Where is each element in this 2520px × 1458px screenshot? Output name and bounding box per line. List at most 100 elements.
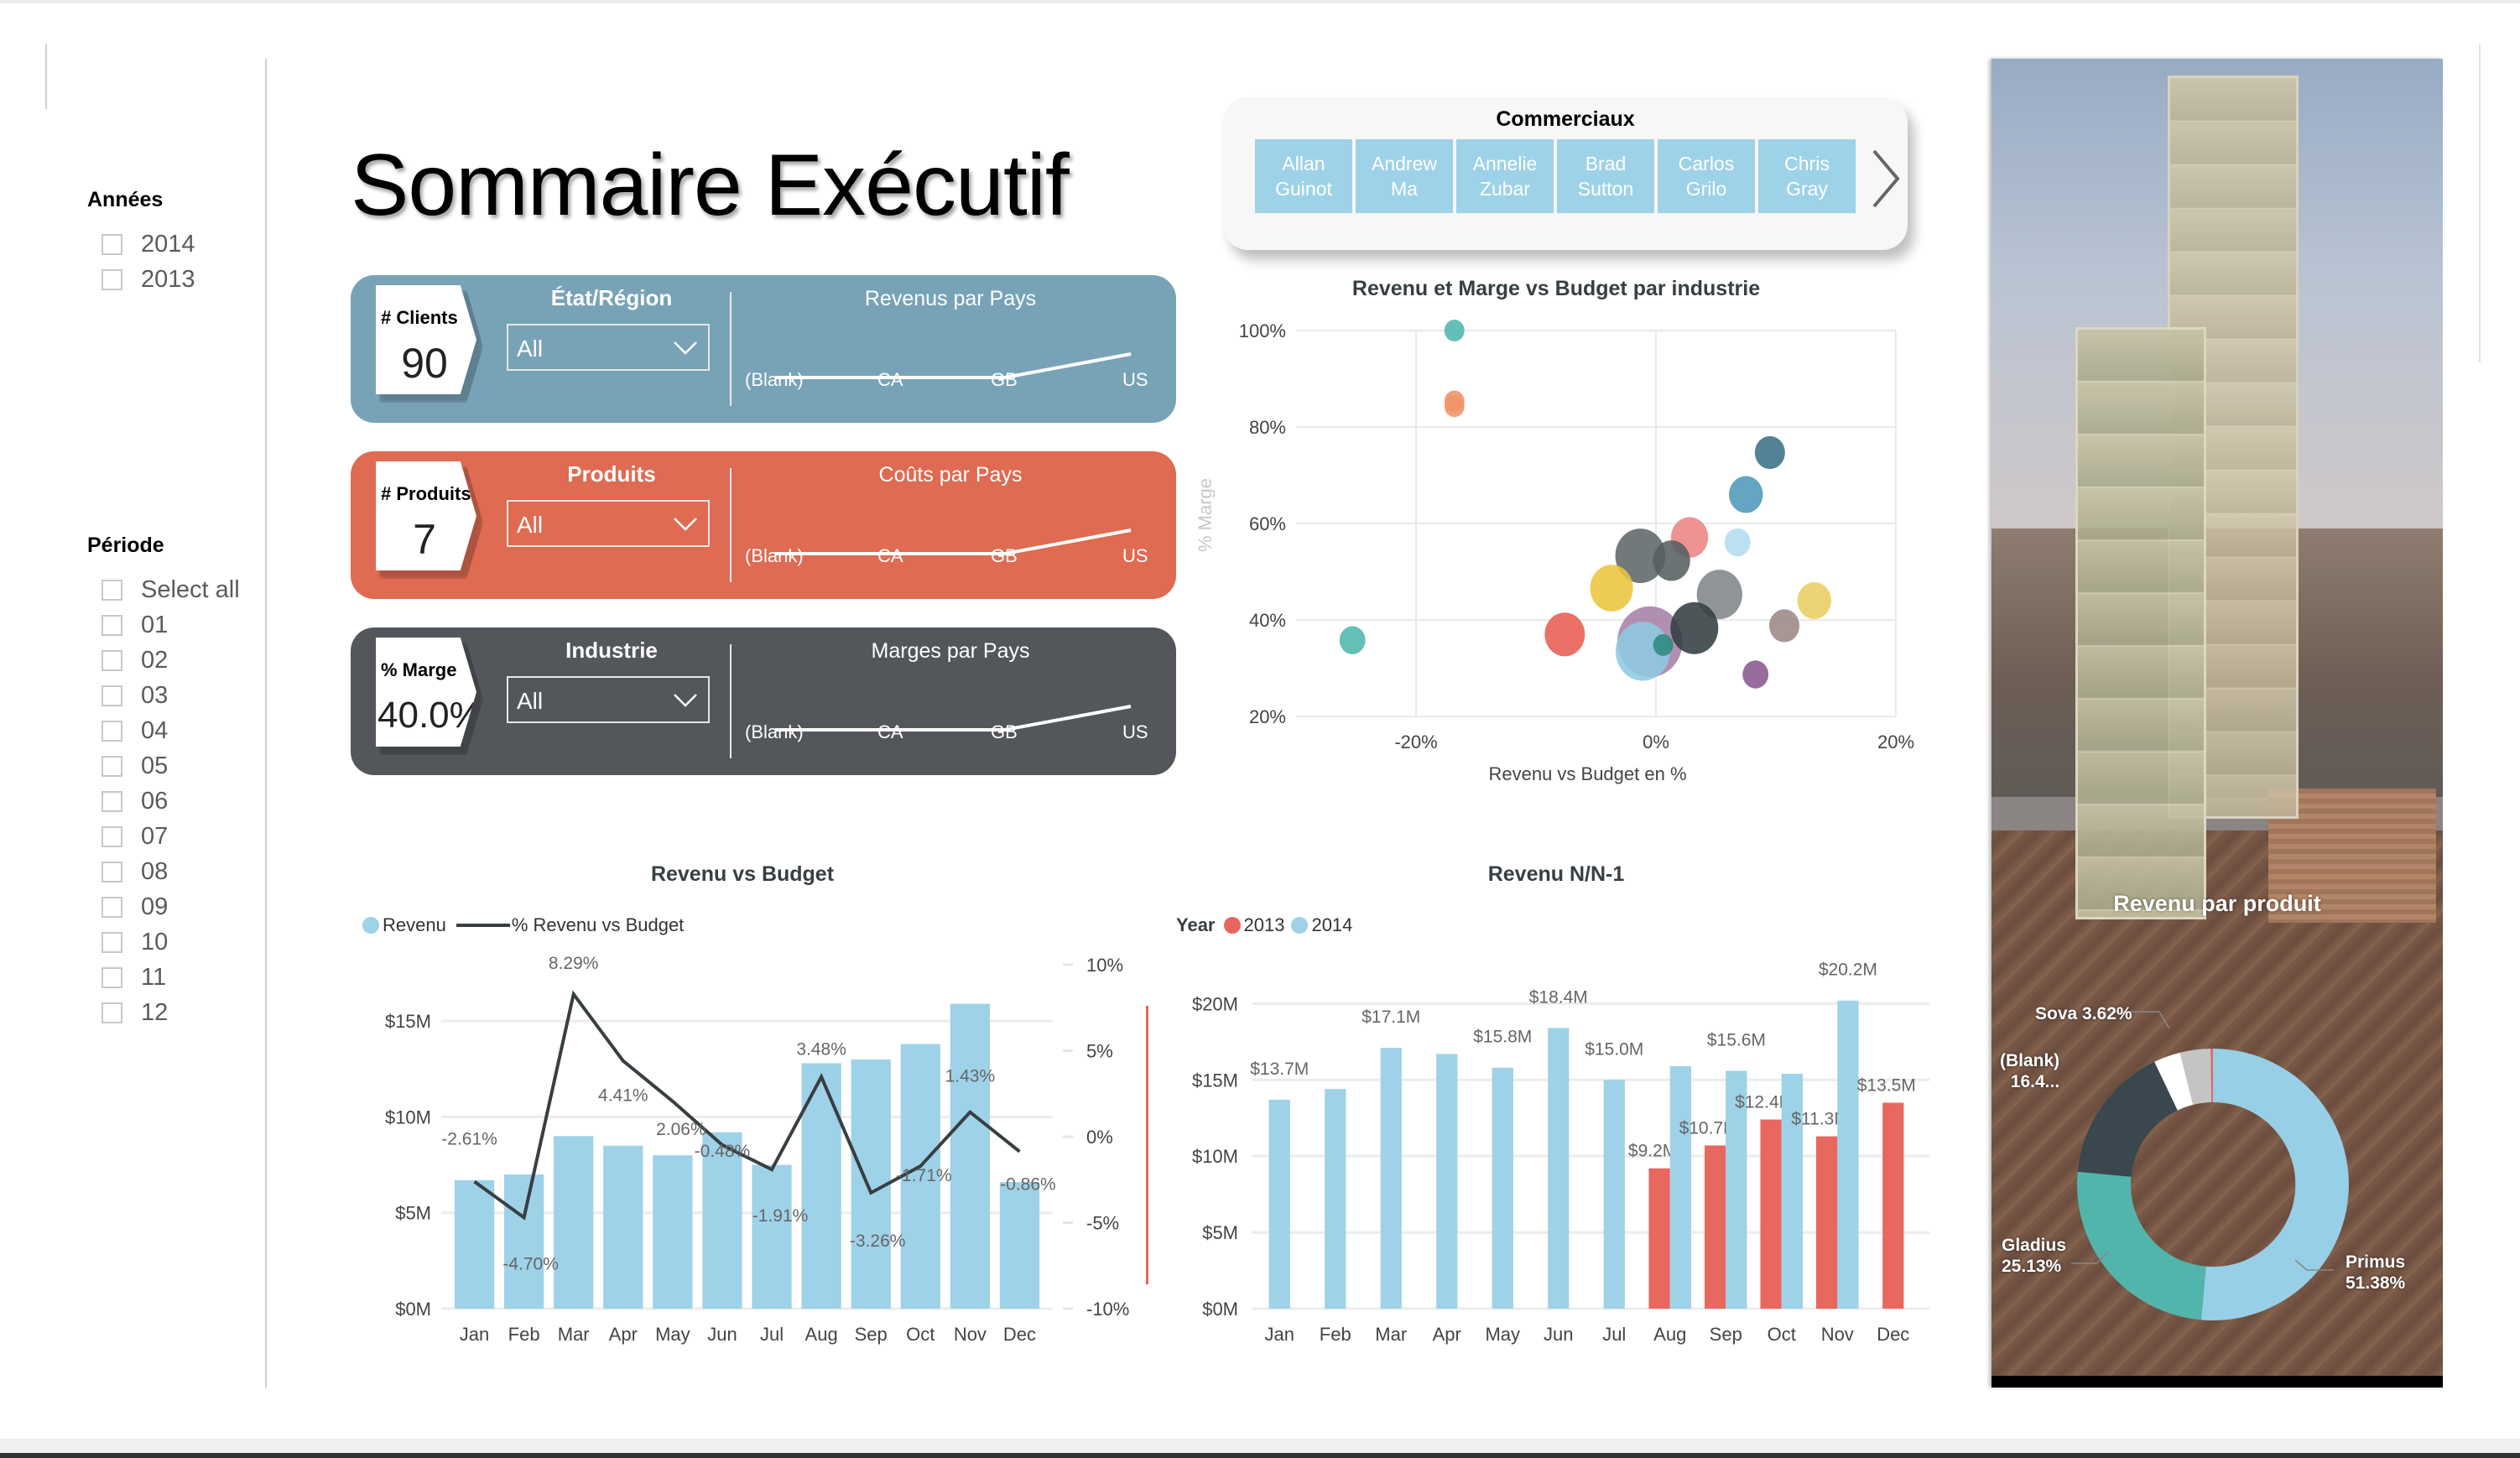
scatter-point[interactable] — [1724, 528, 1751, 557]
checkbox[interactable] — [102, 720, 122, 742]
commercial-button[interactable]: Carlos Grilo — [1658, 139, 1755, 213]
periode-item[interactable]: 12 — [102, 995, 240, 1030]
legend-title-year: Year — [1176, 914, 1216, 935]
bar-2013[interactable] — [1815, 1136, 1838, 1309]
periode-item[interactable]: 09 — [102, 889, 240, 924]
checkbox[interactable] — [102, 649, 122, 671]
scatter-point[interactable] — [1797, 582, 1831, 619]
periode-item[interactable]: 08 — [102, 854, 240, 889]
scatter-point[interactable] — [1444, 320, 1465, 341]
scatter-point[interactable] — [1670, 601, 1719, 654]
donut-chart[interactable] — [1992, 990, 2443, 1342]
periode-item[interactable]: Select all — [102, 572, 240, 607]
commercial-button[interactable]: Andrew Ma — [1356, 139, 1453, 213]
bar-2014[interactable] — [1325, 1089, 1346, 1309]
bar-revenu[interactable] — [603, 1145, 643, 1309]
nn1-chart[interactable]: $0M $5M $10M $15M $20M $13.7M Jan Feb $17.1M Mar A… — [1174, 940, 1946, 1359]
scatter-point[interactable] — [1544, 612, 1585, 657]
scatter-point[interactable] — [1768, 609, 1800, 643]
checkbox[interactable] — [102, 896, 122, 918]
bar-revenu[interactable] — [702, 1132, 742, 1309]
periode-item[interactable]: 10 — [102, 924, 240, 960]
commercial-button[interactable]: Annelie Zubar — [1456, 139, 1554, 213]
periode-item[interactable]: 03 — [102, 678, 240, 713]
bar-revenu[interactable] — [653, 1155, 693, 1309]
commercial-last-name: Grilo — [1685, 178, 1727, 200]
periode-item[interactable]: 04 — [102, 713, 240, 748]
scatter-point[interactable] — [1590, 565, 1633, 612]
data-label-2014: $15.0M — [1585, 1039, 1643, 1059]
checkbox[interactable] — [102, 268, 122, 290]
annees-item-2014[interactable]: 2014 — [102, 227, 195, 262]
commercial-button[interactable]: Brad Sutton — [1557, 139, 1654, 213]
bar-revenu[interactable] — [950, 1003, 991, 1309]
annees-item-2013[interactable]: 2013 — [102, 262, 195, 297]
checkbox[interactable] — [102, 861, 122, 883]
y-tick-label: $5M — [395, 1203, 431, 1224]
bar-2014[interactable] — [1268, 1099, 1290, 1309]
donut-slice[interactable] — [2179, 1049, 2212, 1105]
donut-slice[interactable] — [2154, 1052, 2194, 1111]
scatter-chart[interactable]: 100% 80% 60% 40% 20% -20% 0% 20% Revenu vs Budge… — [1183, 302, 1921, 789]
scatter-point[interactable] — [1615, 622, 1670, 681]
bar-2014[interactable] — [1548, 1028, 1570, 1309]
bar-revenu[interactable] — [554, 1136, 594, 1309]
bar-2013[interactable] — [1648, 1168, 1670, 1309]
bar-2013[interactable] — [1704, 1145, 1726, 1309]
bar-2014[interactable] — [1837, 1000, 1859, 1309]
donut-slice[interactable] — [2210, 1048, 2213, 1102]
periode-item[interactable]: 11 — [102, 960, 240, 995]
checkbox[interactable] — [102, 685, 122, 706]
bar-2014[interactable] — [1603, 1080, 1625, 1309]
scatter-point[interactable] — [1339, 626, 1366, 654]
checkbox[interactable] — [102, 614, 122, 636]
rvb-chart[interactable]: $0M $5M $10M $15M 10% 5% 0% -5% -10% Jan Feb Mar Apr… — [352, 940, 1158, 1359]
bar-2014[interactable] — [1781, 1074, 1804, 1309]
x-tick-label: Aug — [805, 1324, 838, 1345]
checkbox[interactable] — [102, 579, 122, 601]
commercial-button[interactable]: Chris Gray — [1758, 139, 1856, 213]
bar-2014[interactable] — [1380, 1048, 1402, 1309]
donut-slice[interactable] — [2077, 1061, 2178, 1177]
line-pct-revenu-vs-budget[interactable] — [473, 990, 1021, 1221]
scatter-point[interactable] — [1444, 395, 1465, 418]
bar-2014[interactable] — [1492, 1067, 1513, 1309]
periode-item[interactable]: 02 — [102, 643, 240, 678]
scatter-point[interactable] — [1742, 660, 1769, 689]
periode-item[interactable]: 06 — [102, 784, 240, 819]
scatter-point[interactable] — [1653, 633, 1674, 656]
checkbox[interactable] — [102, 790, 122, 812]
scatter-point[interactable] — [1754, 435, 1785, 470]
bar-revenu[interactable] — [752, 1164, 792, 1309]
donut-slice[interactable] — [2076, 1171, 2206, 1320]
checkbox[interactable] — [102, 825, 122, 847]
checkbox[interactable] — [102, 931, 122, 953]
checkbox[interactable] — [102, 1002, 122, 1023]
scatter-point[interactable] — [1696, 570, 1742, 619]
chevron-right-icon[interactable] — [1869, 148, 1903, 214]
checkbox[interactable] — [102, 755, 122, 777]
scatter-point[interactable] — [1729, 476, 1763, 513]
checkbox[interactable] — [102, 233, 122, 255]
bar-2014[interactable] — [1726, 1070, 1747, 1309]
periode-item[interactable]: 05 — [102, 748, 240, 784]
marge-dropdown[interactable]: All — [507, 676, 710, 723]
commercial-button[interactable]: Allan Guinot — [1255, 139, 1352, 213]
bar-revenu[interactable] — [999, 1182, 1040, 1309]
periode-item[interactable]: 01 — [102, 607, 240, 643]
bar-revenu[interactable] — [900, 1044, 940, 1309]
bar-2013[interactable] — [1882, 1102, 1904, 1309]
right-edge-divider — [2479, 44, 2481, 362]
bar-revenu[interactable] — [503, 1174, 544, 1309]
scatter-point[interactable] — [1653, 540, 1690, 581]
bar-2014[interactable] — [1436, 1054, 1458, 1309]
scatter-point[interactable] — [1615, 529, 1666, 583]
bar-revenu[interactable] — [454, 1179, 495, 1309]
clients-dropdown[interactable]: All — [507, 324, 710, 371]
periode-item[interactable]: 07 — [102, 819, 240, 854]
checkbox[interactable] — [102, 966, 122, 988]
bar-2013[interactable] — [1760, 1119, 1782, 1309]
produits-dropdown[interactable]: All — [507, 500, 710, 547]
donut-slice[interactable] — [2201, 1049, 2349, 1320]
bar-2014[interactable] — [1669, 1065, 1692, 1309]
